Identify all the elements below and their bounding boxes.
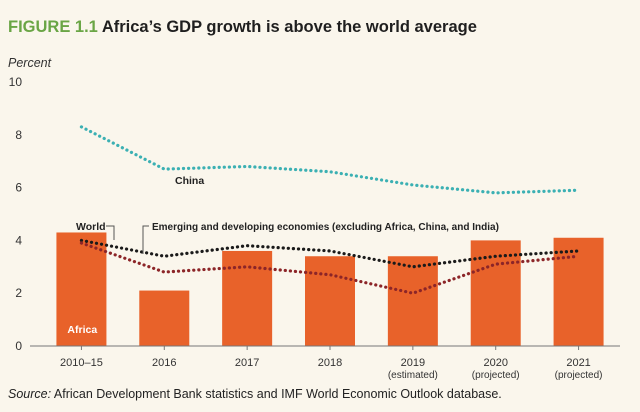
- bar-africa: [139, 290, 190, 346]
- x-tick-sublabel: (estimated): [388, 370, 438, 381]
- source-label: Source:: [8, 387, 52, 401]
- x-tick-label: 2010–15: [60, 357, 103, 369]
- source-note: Source: African Development Bank statist…: [8, 387, 502, 401]
- y-tick-label: 0: [15, 339, 22, 353]
- y-tick-label: 4: [15, 233, 22, 247]
- y-tick-label: 2: [15, 286, 22, 300]
- x-tick-label: 2021: [566, 357, 590, 369]
- x-tick-label: 2017: [235, 357, 259, 369]
- y-tick-label: 8: [15, 128, 22, 142]
- x-tick-label: 2016: [152, 357, 176, 369]
- bar-africa: [305, 256, 355, 346]
- bar-africa: [553, 237, 604, 346]
- x-tick-sublabel: (projected): [472, 370, 520, 381]
- y-tick-label: 10: [9, 75, 23, 89]
- bar-africa: [222, 250, 273, 346]
- source-text: African Development Bank statistics and …: [53, 387, 502, 401]
- y-axis-label: Percent: [8, 56, 52, 70]
- label-world: World: [76, 221, 106, 233]
- figure-title: FIGURE 1.1 Africa’s GDP growth is above …: [8, 18, 477, 37]
- bar-africa: [56, 232, 107, 346]
- label-emerging-economies: Emerging and developing economies (exclu…: [152, 222, 499, 233]
- leader-world: [106, 225, 115, 240]
- x-tick-label: 2020: [483, 357, 507, 369]
- line-emerging-economies: [79, 241, 581, 295]
- figure-number: FIGURE 1.1: [8, 18, 98, 36]
- figure-heading: Africa’s GDP growth is above the world a…: [101, 18, 477, 36]
- x-tick-label: 2018: [318, 357, 342, 369]
- x-tick-label: 2019: [401, 357, 425, 369]
- bar-africa: [387, 256, 438, 346]
- x-tick-sublabel: (projected): [555, 370, 603, 381]
- line-china: [79, 125, 581, 195]
- leader-emerging-economies: [142, 225, 149, 254]
- y-tick-label: 6: [15, 181, 22, 195]
- label-africa: Africa: [67, 324, 97, 336]
- line-world: [79, 238, 581, 269]
- label-china: China: [175, 175, 204, 187]
